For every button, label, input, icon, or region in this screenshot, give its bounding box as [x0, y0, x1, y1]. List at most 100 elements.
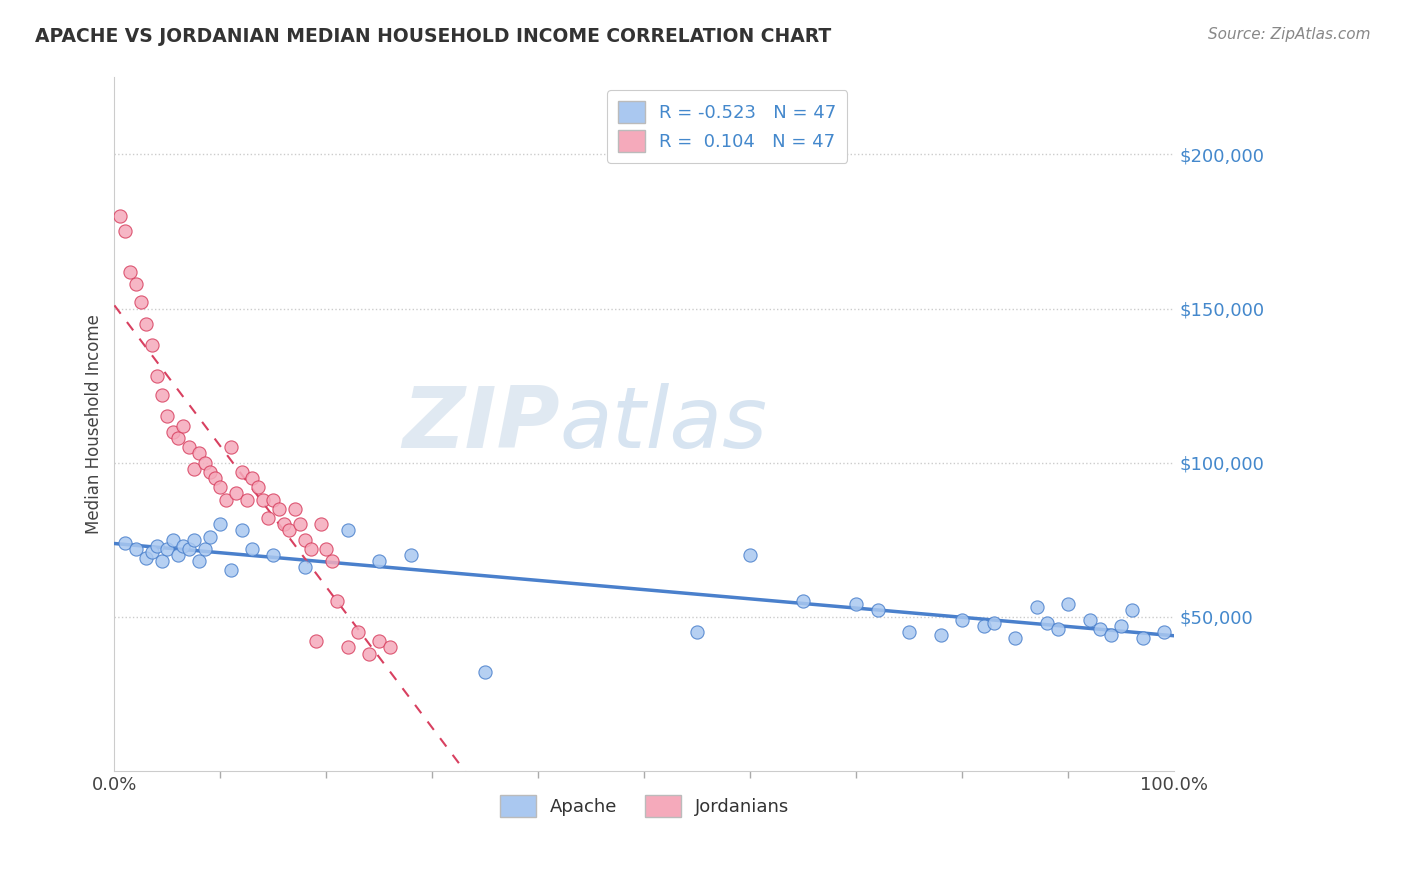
Point [262, 492, 284, 507]
Point [378, 640, 401, 655]
Point [262, 548, 284, 562]
Point [294, 560, 316, 574]
Point [146, 369, 169, 384]
Point [1078, 613, 1101, 627]
Point [273, 517, 295, 532]
Point [162, 425, 184, 439]
Point [1099, 628, 1122, 642]
Point [120, 264, 142, 278]
Point [240, 471, 263, 485]
Point [278, 524, 301, 538]
Point [1057, 597, 1080, 611]
Point [299, 541, 322, 556]
Point [257, 511, 280, 525]
Point [219, 563, 242, 577]
Point [156, 409, 179, 424]
Point [474, 665, 496, 679]
Point [188, 554, 211, 568]
Point [1046, 622, 1069, 636]
Point [141, 545, 163, 559]
Point [1025, 600, 1047, 615]
Point [177, 541, 200, 556]
Point [141, 338, 163, 352]
Point [172, 418, 194, 433]
Point [215, 492, 238, 507]
Text: Source: ZipAtlas.com: Source: ZipAtlas.com [1208, 27, 1371, 42]
Point [150, 388, 173, 402]
Point [309, 517, 332, 532]
Point [193, 541, 215, 556]
Point [336, 524, 359, 538]
Point [305, 634, 328, 648]
Point [209, 517, 232, 532]
Point [108, 209, 131, 223]
Text: APACHE VS JORDANIAN MEDIAN HOUSEHOLD INCOME CORRELATION CHART: APACHE VS JORDANIAN MEDIAN HOUSEHOLD INC… [35, 27, 831, 45]
Point [177, 440, 200, 454]
Legend: Apache, Jordanians: Apache, Jordanians [492, 788, 797, 824]
Point [252, 492, 274, 507]
Point [124, 541, 146, 556]
Point [183, 533, 205, 547]
Point [231, 465, 253, 479]
Point [898, 625, 921, 640]
Point [172, 539, 194, 553]
Point [209, 480, 232, 494]
Point [357, 647, 380, 661]
Point [866, 603, 889, 617]
Point [135, 551, 157, 566]
Text: ZIP: ZIP [402, 383, 560, 466]
Point [399, 548, 422, 562]
Point [198, 529, 221, 543]
Point [198, 465, 221, 479]
Point [294, 533, 316, 547]
Point [129, 295, 152, 310]
Point [204, 471, 226, 485]
Point [267, 501, 290, 516]
Point [1090, 622, 1112, 636]
Point [183, 461, 205, 475]
Point [135, 317, 157, 331]
Point [347, 625, 370, 640]
Point [231, 524, 253, 538]
Point [686, 625, 709, 640]
Point [124, 277, 146, 291]
Point [326, 594, 349, 608]
Point [983, 615, 1005, 630]
Point [336, 640, 359, 655]
Point [929, 628, 952, 642]
Point [1004, 631, 1026, 645]
Point [1036, 615, 1059, 630]
Point [150, 554, 173, 568]
Point [368, 554, 391, 568]
Point [114, 225, 136, 239]
Point [156, 541, 179, 556]
Point [146, 539, 169, 553]
Point [368, 634, 391, 648]
Point [188, 446, 211, 460]
Point [246, 480, 269, 494]
Point [162, 533, 184, 547]
Point [973, 619, 995, 633]
Point [167, 431, 190, 445]
Point [740, 548, 762, 562]
Point [315, 541, 337, 556]
Point [952, 613, 974, 627]
Point [167, 548, 190, 562]
Point [236, 492, 259, 507]
Point [284, 501, 307, 516]
Y-axis label: Median Household Income: Median Household Income [86, 314, 103, 534]
Text: atlas: atlas [560, 383, 768, 466]
Point [240, 541, 263, 556]
Point [219, 440, 242, 454]
Point [845, 597, 868, 611]
Point [1153, 625, 1175, 640]
Point [1132, 631, 1154, 645]
Point [225, 486, 247, 500]
Point [1121, 603, 1143, 617]
Point [1111, 619, 1133, 633]
Point [288, 517, 311, 532]
Point [321, 554, 343, 568]
Point [114, 535, 136, 549]
Point [193, 456, 215, 470]
Point [792, 594, 814, 608]
